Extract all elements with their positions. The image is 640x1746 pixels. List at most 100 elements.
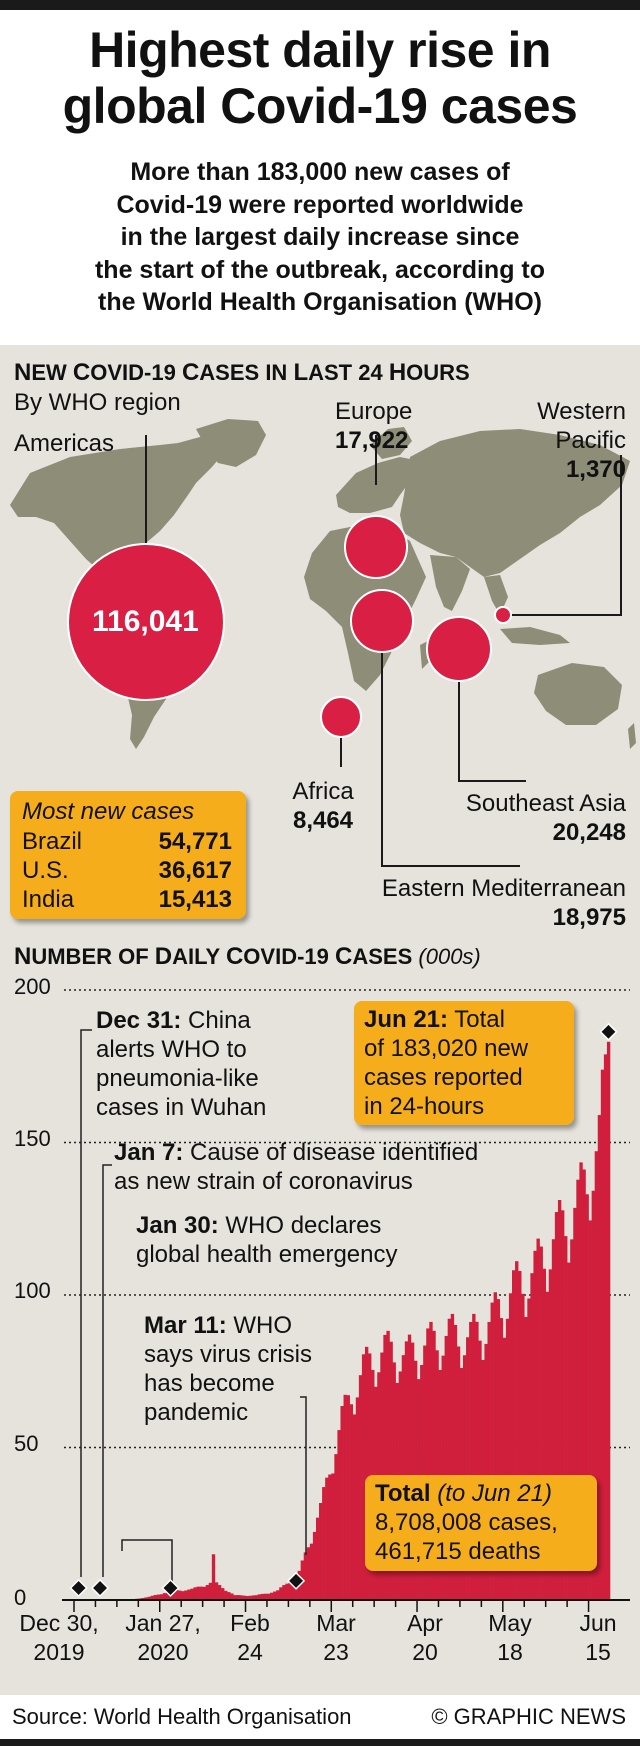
western-pacific-leader bbox=[503, 455, 622, 616]
daily-bar bbox=[150, 1595, 154, 1600]
country-value: 15,413 bbox=[158, 886, 232, 913]
daily-bar bbox=[153, 1595, 157, 1600]
africa-label: Africa 8,464 bbox=[292, 778, 354, 834]
daily-bar bbox=[217, 1585, 222, 1600]
content-panel: NEW COVID-19 CASES IN LAST 24 HOURS By W… bbox=[0, 345, 640, 1695]
subtitle-line: More than 183,000 new cases of bbox=[130, 158, 510, 186]
daily-bar bbox=[588, 1220, 592, 1600]
copyright: © GRAPHIC NEWS bbox=[431, 1704, 626, 1729]
daily-bar bbox=[410, 1342, 415, 1600]
daily-bar bbox=[162, 1593, 167, 1600]
daily-bar bbox=[554, 1212, 559, 1600]
y-tick-label: 0 bbox=[14, 1585, 27, 1610]
eastern-med-label: Eastern Mediterranean 18,975 bbox=[381, 875, 626, 931]
daily-bar bbox=[518, 1271, 522, 1600]
daily-bar bbox=[444, 1335, 448, 1600]
europe-bubble bbox=[344, 515, 408, 579]
daily-bar bbox=[224, 1590, 228, 1600]
daily-bar bbox=[239, 1595, 243, 1600]
annotation-dec31: Dec 31: China alerts WHO to pneumonia-li… bbox=[96, 1007, 267, 1121]
x-tick-label: Jun 15 bbox=[579, 1610, 617, 1665]
daily-bar bbox=[487, 1322, 491, 1600]
daily-bar bbox=[466, 1337, 470, 1600]
daily-bar bbox=[389, 1341, 393, 1600]
chart-section-heading: NUMBER OF DAILY COVID-19 CASES (000s) bbox=[14, 943, 481, 970]
daily-bar bbox=[453, 1324, 458, 1600]
daily-bar bbox=[233, 1595, 237, 1600]
europe-label: Europe 17,922 bbox=[335, 398, 413, 454]
bottom-rule bbox=[0, 1739, 640, 1746]
daily-bar bbox=[346, 1395, 350, 1600]
daily-bar bbox=[606, 1041, 611, 1600]
daily-bar bbox=[591, 1190, 595, 1600]
daily-bar bbox=[597, 1115, 602, 1600]
daily-bar bbox=[456, 1346, 461, 1600]
x-tick-label: Feb 24 bbox=[230, 1610, 270, 1665]
europe-shape bbox=[336, 457, 420, 513]
daily-bar bbox=[582, 1169, 586, 1600]
daily-bar bbox=[273, 1591, 277, 1600]
daily-bar bbox=[266, 1593, 271, 1600]
map-subheading: By WHO region bbox=[14, 389, 181, 416]
daily-bar bbox=[496, 1299, 501, 1600]
event-marker bbox=[286, 1571, 306, 1590]
western-pacific-bubble bbox=[494, 606, 512, 624]
daily-bar bbox=[364, 1346, 369, 1600]
title-line: global Covid-19 cases bbox=[62, 78, 578, 134]
daily-bar bbox=[270, 1592, 274, 1600]
daily-bar bbox=[254, 1595, 259, 1600]
daily-bar bbox=[475, 1321, 479, 1600]
americas-bubble bbox=[67, 543, 225, 701]
country-value: 36,617 bbox=[158, 857, 232, 884]
x-tick-label: Dec 30, 2019 bbox=[19, 1610, 99, 1665]
asia-shape bbox=[400, 429, 630, 577]
subtitle-line: the start of the outbreak, according to bbox=[94, 255, 546, 284]
daily-bar bbox=[570, 1239, 574, 1600]
daily-bar bbox=[426, 1328, 430, 1600]
daily-bar bbox=[490, 1302, 494, 1600]
southeast-asia-bubble bbox=[426, 616, 492, 682]
daily-bar bbox=[478, 1340, 482, 1600]
daily-bar bbox=[358, 1375, 363, 1600]
daily-bar bbox=[309, 1543, 314, 1600]
daily-bar bbox=[331, 1473, 335, 1600]
india-shape bbox=[430, 555, 470, 611]
americas-label: Americas bbox=[14, 430, 115, 457]
annotation-leader bbox=[300, 1396, 307, 1555]
daily-bar bbox=[527, 1298, 531, 1600]
subtitle-line: the World Health Organisation (WHO) bbox=[98, 288, 542, 316]
x-tick-label: May 18 bbox=[488, 1610, 532, 1665]
daily-bar bbox=[178, 1590, 182, 1600]
annotation-jan30: Jan 30: WHO declares global health emerg… bbox=[136, 1212, 398, 1268]
annotation-leader bbox=[80, 1029, 92, 1577]
x-tick-label: Mar 23 bbox=[316, 1610, 356, 1665]
map-section-heading: NEW COVID-19 CASES IN LAST 24 HOURS bbox=[14, 359, 470, 386]
daily-bar bbox=[530, 1273, 534, 1600]
page-title: Highest daily rise in global Covid-19 ca… bbox=[0, 22, 640, 134]
most-new-cases-title: Most new cases bbox=[22, 798, 195, 825]
subtitle-line: Covid-19 were reported worldwide bbox=[116, 190, 524, 219]
world-map bbox=[10, 419, 636, 867]
y-tick-label: 200 bbox=[14, 974, 51, 999]
annotation-jun21: Jun 21: Total of 183,020 new cases repor… bbox=[364, 1006, 529, 1120]
daily-bar bbox=[184, 1590, 188, 1600]
southeast-asia-shape bbox=[484, 575, 508, 615]
daily-bar bbox=[325, 1477, 329, 1600]
daily-bar bbox=[469, 1321, 473, 1600]
daily-bar bbox=[230, 1593, 234, 1600]
americas-value: 116,041 bbox=[92, 605, 199, 638]
daily-bar bbox=[340, 1406, 344, 1600]
daily-bar bbox=[407, 1334, 412, 1600]
daily-bar bbox=[361, 1354, 366, 1600]
daily-bar bbox=[573, 1207, 577, 1600]
north-america-shape bbox=[10, 437, 232, 581]
event-marker bbox=[90, 1578, 110, 1598]
daily-bar bbox=[502, 1337, 507, 1600]
event-marker bbox=[69, 1578, 88, 1598]
y-tick-label: 100 bbox=[14, 1278, 51, 1303]
daily-bar bbox=[567, 1262, 571, 1600]
daily-bar bbox=[251, 1595, 256, 1600]
daily-bar bbox=[539, 1246, 543, 1600]
daily-bar bbox=[472, 1313, 476, 1600]
